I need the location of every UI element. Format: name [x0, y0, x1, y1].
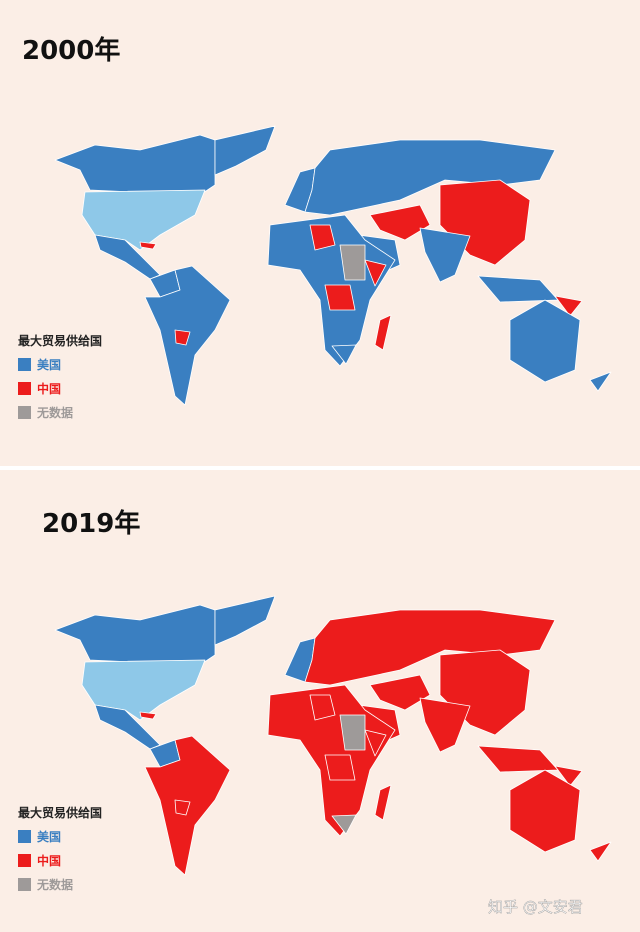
country-region	[331, 344, 357, 365]
country-region	[509, 299, 581, 383]
map-title: 2019年	[42, 508, 140, 539]
country-region	[139, 241, 157, 250]
watermark: 知乎 @文安君	[488, 898, 583, 916]
country-region	[81, 659, 206, 721]
country-region	[339, 244, 366, 281]
country-region	[369, 204, 431, 241]
country-region	[139, 711, 157, 720]
legend-swatch	[18, 406, 31, 419]
country-region	[509, 769, 581, 853]
country-region	[304, 609, 556, 686]
legend-title: 最大贸易供给国	[18, 805, 102, 820]
country-region	[374, 784, 392, 821]
legend-label: 无数据	[36, 877, 73, 892]
country-region	[324, 754, 356, 781]
country-region	[339, 714, 366, 751]
legend-label: 美国	[37, 357, 61, 372]
legend-label: 中国	[37, 853, 61, 868]
country-region	[214, 595, 276, 646]
country-region	[369, 674, 431, 711]
country-region	[419, 227, 471, 283]
country-region	[364, 259, 387, 287]
legend-swatch	[18, 358, 31, 371]
country-region	[174, 799, 191, 816]
map-title: 2000年	[22, 35, 120, 66]
country-region	[309, 224, 336, 251]
legend-swatch	[18, 878, 31, 891]
country-region	[364, 729, 387, 757]
country-region	[554, 765, 583, 787]
country-region	[589, 841, 612, 862]
country-region	[81, 189, 206, 251]
country-region	[174, 329, 191, 346]
legend-label: 美国	[37, 829, 61, 844]
country-region	[419, 697, 471, 753]
country-region	[374, 314, 392, 351]
country-region	[304, 139, 556, 216]
legend-swatch	[18, 382, 31, 395]
country-region	[324, 284, 356, 311]
legend-title: 最大贸易供给国	[18, 333, 102, 348]
country-region	[554, 295, 583, 317]
country-region	[214, 125, 276, 176]
country-region	[331, 814, 357, 835]
legend-label: 无数据	[36, 405, 73, 420]
legend-label: 中国	[37, 381, 61, 396]
country-region	[589, 371, 612, 392]
country-region	[309, 694, 336, 721]
legend-swatch	[18, 854, 31, 867]
legend-swatch	[18, 830, 31, 843]
